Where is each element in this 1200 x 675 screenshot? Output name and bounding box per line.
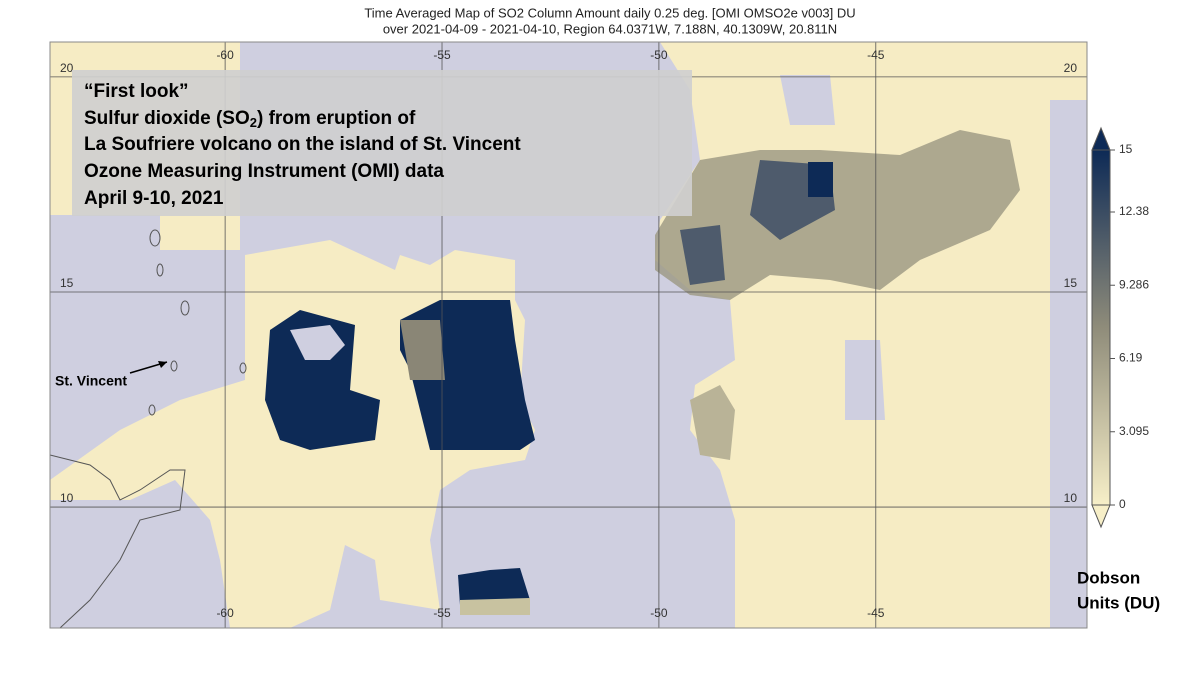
colorbar: 0 3.095 6.19 9.286 12.38 15	[1091, 126, 1149, 529]
lat-tick-label: 15	[60, 276, 74, 290]
so2-field	[265, 310, 380, 450]
so2-field	[680, 160, 835, 285]
place-label: St. Vincent	[55, 373, 127, 389]
colorbar-label: Units (DU)	[1077, 593, 1160, 612]
clear-region	[780, 75, 1087, 628]
lon-tick-label: -50	[650, 48, 668, 62]
so2-field	[458, 568, 530, 605]
lon-tick-label: -50	[650, 606, 668, 620]
colorbar-scale	[1091, 149, 1111, 506]
graticule: -60 -60 -55 -55 -50 -50 -45 -45 20 20 15 15 10 10	[50, 42, 1087, 628]
subscript: 2	[250, 115, 257, 130]
colorbar-tick-label: 3.095	[1119, 424, 1149, 438]
colorbar-tick-label: 6.19	[1119, 351, 1143, 365]
annotation-line: “First look”	[84, 81, 189, 102]
arrow-head	[158, 361, 167, 368]
lon-tick-label: -45	[867, 606, 885, 620]
text-part: Sulfur dioxide (SO	[84, 108, 250, 129]
colorbar-tick-label: 0	[1119, 497, 1126, 511]
coastline	[50, 454, 186, 628]
map-frame	[49, 41, 1088, 629]
colorbar-tick-label: 9.286	[1119, 277, 1149, 291]
colorbar-extension	[1091, 504, 1111, 529]
annotation-line: Sulfur dioxide (SO2) from eruption of	[84, 108, 416, 130]
annotation-box	[72, 70, 692, 216]
text-part: ) from eruption of	[257, 108, 416, 129]
lon-tick-label: -60	[216, 606, 234, 620]
colorbar-extension	[1091, 126, 1111, 151]
lon-tick-label: -55	[433, 48, 451, 62]
colorbar-tick-label: 12.38	[1119, 204, 1149, 218]
lat-tick-label: 15	[1064, 276, 1078, 290]
annotation-line: April 9-10, 2021	[84, 188, 224, 209]
annotation-line: Ozone Measuring Instrument (OMI) data	[84, 161, 444, 182]
lon-tick-label: -45	[867, 48, 885, 62]
islands	[148, 229, 247, 416]
so2-field	[460, 598, 530, 615]
clear-region	[290, 325, 345, 360]
lat-tick-label: 10	[1064, 491, 1078, 505]
lon-tick-label: -55	[433, 606, 451, 620]
title-line: over 2021-04-09 - 2021-04-10, Region 64.…	[383, 21, 837, 36]
title-line: Time Averaged Map of SO2 Column Amount d…	[364, 5, 855, 20]
so2-field	[655, 130, 1020, 300]
so2-field	[690, 385, 735, 460]
colorbar-tick-label: 15	[1119, 142, 1133, 156]
colorbar-label: Dobson	[1077, 568, 1140, 587]
annotation-line: La Soufriere volcano on the island of St…	[84, 134, 521, 155]
so2-field	[808, 162, 833, 197]
lat-tick-label: 20	[60, 61, 74, 75]
lon-tick-label: -60	[216, 48, 234, 62]
lat-tick-label: 20	[1064, 61, 1078, 75]
lat-tick-label: 10	[60, 491, 74, 505]
so2-field	[400, 320, 445, 380]
